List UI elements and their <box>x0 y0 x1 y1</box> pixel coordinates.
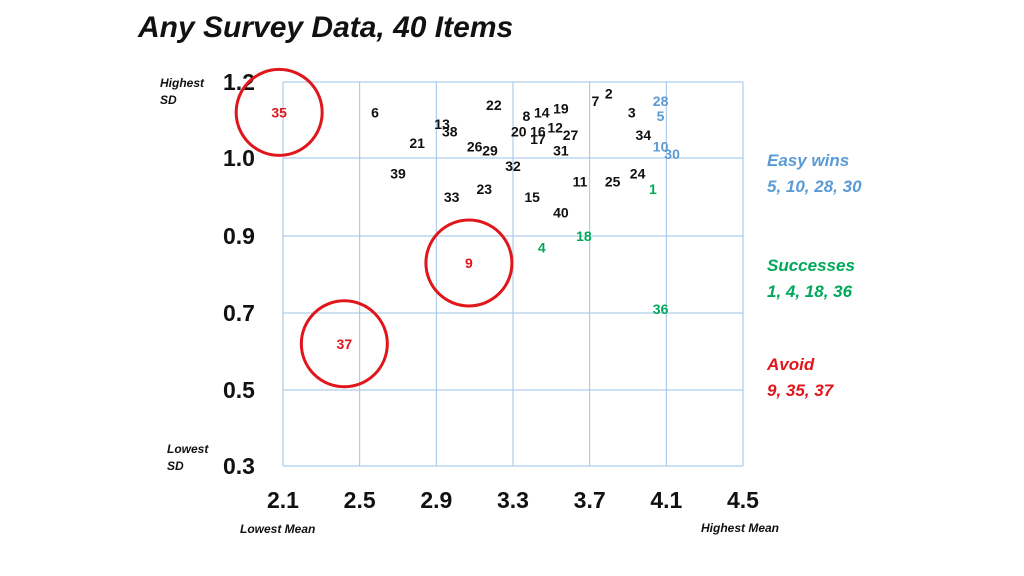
data-point-9: 9 <box>465 255 473 271</box>
y-high-label-line1: Highest <box>160 76 205 90</box>
legend-easy-title: Easy wins <box>767 151 849 170</box>
data-point-21: 21 <box>409 135 425 151</box>
data-point-3: 3 <box>628 104 636 120</box>
data-point-37: 37 <box>337 336 353 352</box>
data-point-7: 7 <box>592 93 600 109</box>
data-points: 1234567891011121314151617181920212223242… <box>271 85 680 351</box>
data-point-2: 2 <box>605 85 613 101</box>
y-tick-label: 0.3 <box>223 453 255 479</box>
data-point-26: 26 <box>467 139 483 155</box>
data-point-32: 32 <box>505 158 521 174</box>
data-point-33: 33 <box>444 189 460 205</box>
data-point-17: 17 <box>530 131 546 147</box>
x-axis-ticks: 2.1 2.5 2.9 3.3 3.7 4.1 4.5 <box>267 487 759 513</box>
data-point-23: 23 <box>476 181 492 197</box>
data-point-40: 40 <box>553 205 569 221</box>
y-tick-label: 0.7 <box>223 300 255 326</box>
data-point-4: 4 <box>538 240 546 256</box>
data-point-29: 29 <box>482 142 498 158</box>
data-point-18: 18 <box>576 228 592 244</box>
x-tick-label: 3.3 <box>497 487 529 513</box>
data-point-35: 35 <box>271 104 287 120</box>
data-point-34: 34 <box>636 127 652 143</box>
x-tick-label: 4.5 <box>727 487 759 513</box>
data-point-31: 31 <box>553 142 569 158</box>
y-tick-label: 1.0 <box>223 145 255 171</box>
x-low-label: Lowest Mean <box>240 522 315 536</box>
y-high-label-line2: SD <box>160 93 177 107</box>
chart-title: Any Survey Data, 40 Items <box>137 11 513 44</box>
data-point-12: 12 <box>547 120 563 136</box>
data-point-6: 6 <box>371 104 379 120</box>
data-point-30: 30 <box>664 146 680 162</box>
data-point-27: 27 <box>563 127 579 143</box>
data-point-11: 11 <box>573 173 588 189</box>
data-point-14: 14 <box>534 104 550 120</box>
legend-avoid-title: Avoid <box>766 355 815 374</box>
data-point-24: 24 <box>630 166 646 182</box>
x-high-label: Highest Mean <box>701 521 779 535</box>
x-tick-label: 2.5 <box>344 487 376 513</box>
legend-success-items: 1, 4, 18, 36 <box>767 282 853 301</box>
data-point-36: 36 <box>653 301 669 317</box>
data-point-5: 5 <box>657 108 665 124</box>
legend-success-title: Successes <box>767 256 855 275</box>
data-point-16: 16 <box>530 123 546 139</box>
legend-avoid-items: 9, 35, 37 <box>767 381 835 400</box>
data-point-22: 22 <box>486 97 502 113</box>
avoid-circle-9 <box>424 218 514 308</box>
legend-easy-items: 5, 10, 28, 30 <box>767 177 862 196</box>
data-point-8: 8 <box>523 108 531 124</box>
data-point-19: 19 <box>553 101 569 117</box>
data-point-15: 15 <box>524 189 540 205</box>
data-point-10: 10 <box>653 139 669 155</box>
data-point-28: 28 <box>653 93 669 109</box>
data-point-20: 20 <box>511 123 527 139</box>
y-tick-label: 0.9 <box>223 223 255 249</box>
plot-grid <box>282 81 744 467</box>
x-tick-label: 2.1 <box>267 487 299 513</box>
x-tick-label: 3.7 <box>574 487 606 513</box>
data-point-25: 25 <box>605 173 621 189</box>
avoid-circle-35 <box>234 67 324 157</box>
data-point-39: 39 <box>390 166 406 182</box>
x-tick-label: 2.9 <box>420 487 452 513</box>
data-point-13: 13 <box>434 116 450 132</box>
y-low-label-line2: SD <box>167 459 184 473</box>
y-low-label-line1: Lowest <box>167 442 209 456</box>
avoid-circle-37 <box>299 299 389 389</box>
x-tick-label: 4.1 <box>650 487 682 513</box>
legend: Easy wins 5, 10, 28, 30 Successes 1, 4, 18,… <box>766 151 862 400</box>
data-point-38: 38 <box>442 123 458 139</box>
y-tick-label: 0.5 <box>223 377 255 403</box>
avoid-circles <box>234 67 514 389</box>
data-point-1: 1 <box>649 181 657 197</box>
